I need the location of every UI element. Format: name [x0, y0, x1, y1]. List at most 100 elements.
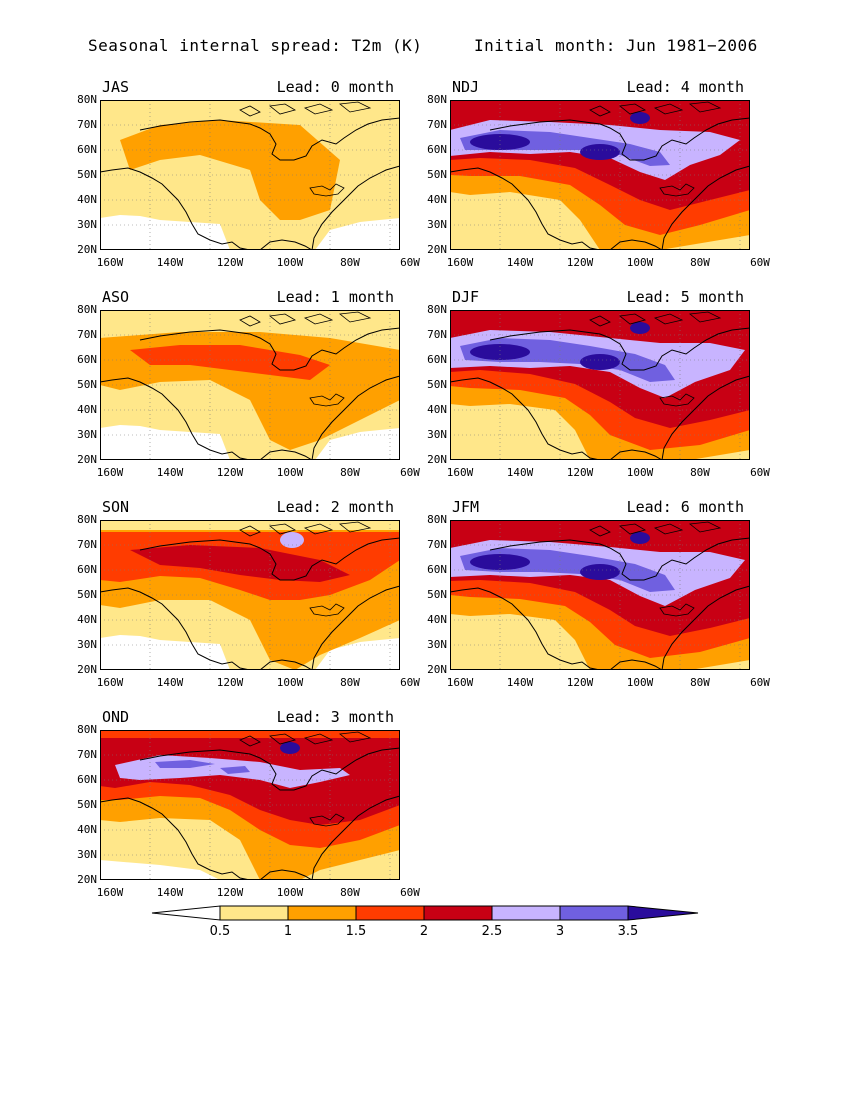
lat-tick-label: 70N	[77, 328, 97, 341]
lat-tick-label: 60N	[77, 143, 97, 156]
colorbar-tick-label: 1.5	[345, 924, 367, 939]
lead-label: Lead: 6 month	[626, 498, 744, 516]
colorbar-swatch	[627, 905, 699, 921]
lon-tick-label: 160W	[96, 676, 124, 689]
lat-tick-label: 40N	[77, 193, 97, 206]
lat-tick-label: 60N	[427, 563, 447, 576]
lat-tick-label: 50N	[427, 588, 447, 601]
lon-tick-label: 160W	[446, 466, 474, 479]
lat-tick-label: 70N	[77, 118, 97, 131]
lon-tick-label: 100W	[276, 886, 304, 899]
lat-tick-label: 20N	[427, 243, 447, 256]
lat-tick-label: 60N	[77, 353, 97, 366]
colorbar	[151, 905, 699, 921]
lat-tick-label: 50N	[427, 378, 447, 391]
map-panel-ndj: NDJ Lead: 4 month 80N 70N 60N 50N 40N 30N 20N 160…	[427, 78, 770, 269]
colorbar-swatch	[559, 905, 629, 921]
map-panel-jfm: JFM Lead: 6 month 80N 70N 60N 50N 40N 30N 20N 160…	[427, 498, 770, 689]
lon-tick-label: 100W	[626, 676, 654, 689]
lon-tick-label: 60W	[750, 676, 770, 689]
lat-tick-label: 20N	[77, 873, 97, 886]
lon-tick-label: 140W	[156, 256, 184, 269]
lon-tick-label: 120W	[216, 466, 244, 479]
lon-tick-label: 120W	[216, 886, 244, 899]
contour-map	[450, 100, 750, 250]
lat-tick-label: 40N	[427, 403, 447, 416]
contour-map	[100, 310, 400, 460]
lon-tick-label: 120W	[566, 256, 594, 269]
lon-tick-label: 140W	[156, 676, 184, 689]
lon-tick-label: 160W	[96, 466, 124, 479]
lon-tick-label: 60W	[400, 676, 420, 689]
lead-label: Lead: 0 month	[276, 78, 394, 96]
lon-tick-label: 140W	[506, 676, 534, 689]
lat-tick-label: 20N	[77, 663, 97, 676]
colorbar-swatch	[219, 905, 289, 921]
colorbar-swatch	[287, 905, 357, 921]
colorbar-tick-label: 3.5	[617, 924, 639, 939]
colorbar-tick-label: 2	[419, 924, 429, 939]
lon-tick-label: 120W	[566, 676, 594, 689]
lon-tick-label: 80W	[690, 256, 710, 269]
lat-tick-label: 70N	[77, 748, 97, 761]
lat-tick-label: 30N	[77, 848, 97, 861]
lon-tick-label: 60W	[400, 256, 420, 269]
lat-tick-label: 30N	[427, 428, 447, 441]
lat-tick-label: 40N	[77, 823, 97, 836]
lon-tick-label: 100W	[626, 256, 654, 269]
lon-tick-label: 140W	[506, 256, 534, 269]
lat-tick-label: 40N	[77, 613, 97, 626]
lat-tick-label: 30N	[427, 638, 447, 651]
lat-tick-label: 50N	[427, 168, 447, 181]
contour-map	[100, 730, 400, 880]
lon-tick-label: 120W	[216, 676, 244, 689]
lead-label: Lead: 4 month	[626, 78, 744, 96]
season-label: JFM	[452, 498, 480, 516]
colorbar-swatch	[423, 905, 493, 921]
lat-tick-label: 80N	[77, 303, 97, 316]
map-panel-son: SON Lead: 2 month 80N 70N 60N 50N 40N 30N 20N 160…	[77, 498, 420, 689]
lon-tick-label: 100W	[626, 466, 654, 479]
lon-tick-label: 140W	[156, 886, 184, 899]
lat-tick-label: 50N	[77, 168, 97, 181]
contour-map	[450, 310, 750, 460]
lon-tick-label: 60W	[400, 466, 420, 479]
season-label: ASO	[102, 288, 130, 306]
lat-tick-label: 50N	[77, 378, 97, 391]
colorbar-swatch	[355, 905, 425, 921]
lead-label: Lead: 3 month	[276, 708, 394, 726]
lead-label: Lead: 2 month	[276, 498, 394, 516]
lat-tick-label: 80N	[427, 303, 447, 316]
lon-tick-label: 80W	[690, 676, 710, 689]
lon-tick-label: 160W	[446, 256, 474, 269]
lat-tick-label: 70N	[427, 118, 447, 131]
season-label: SON	[102, 498, 130, 516]
season-label: NDJ	[452, 78, 480, 96]
lon-tick-label: 160W	[96, 256, 124, 269]
lat-tick-label: 40N	[427, 613, 447, 626]
lat-tick-label: 20N	[427, 663, 447, 676]
map-panel-jas: JAS Lead: 0 month 80N 70N 60N 50N 40N 30N 20N 160…	[77, 78, 420, 269]
lat-tick-label: 30N	[77, 638, 97, 651]
lead-label: Lead: 5 month	[626, 288, 744, 306]
lon-tick-label: 60W	[400, 886, 420, 899]
lat-tick-label: 70N	[427, 538, 447, 551]
season-label: JAS	[102, 78, 130, 96]
lon-tick-label: 80W	[340, 676, 360, 689]
lat-tick-label: 60N	[427, 143, 447, 156]
map-panel-djf: DJF Lead: 5 month 80N 70N 60N 50N 40N 30N 20N 160…	[427, 288, 770, 479]
lat-tick-label: 60N	[77, 773, 97, 786]
lon-tick-label: 140W	[506, 466, 534, 479]
lon-tick-label: 140W	[156, 466, 184, 479]
lon-tick-label: 60W	[750, 256, 770, 269]
lon-tick-label: 80W	[340, 256, 360, 269]
map-panel-ond: OND Lead: 3 month 80N 70N 60N 50N 40N 30N 20N 160…	[77, 708, 420, 899]
lon-tick-label: 60W	[750, 466, 770, 479]
lat-tick-label: 50N	[77, 588, 97, 601]
lat-tick-label: 60N	[77, 563, 97, 576]
initial-month-label: Initial month: Jun 1981−2006	[474, 36, 758, 55]
lat-tick-label: 80N	[427, 513, 447, 526]
lat-tick-label: 80N	[77, 513, 97, 526]
lon-tick-label: 120W	[216, 256, 244, 269]
lat-tick-label: 20N	[77, 453, 97, 466]
